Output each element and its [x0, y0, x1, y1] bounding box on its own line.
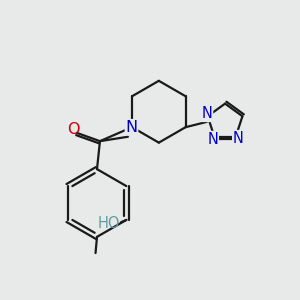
Text: N: N	[207, 131, 218, 146]
Text: N: N	[125, 120, 137, 135]
Text: N: N	[233, 130, 244, 146]
Text: HO: HO	[97, 216, 120, 231]
Text: N: N	[202, 106, 213, 122]
Text: O: O	[67, 122, 80, 137]
